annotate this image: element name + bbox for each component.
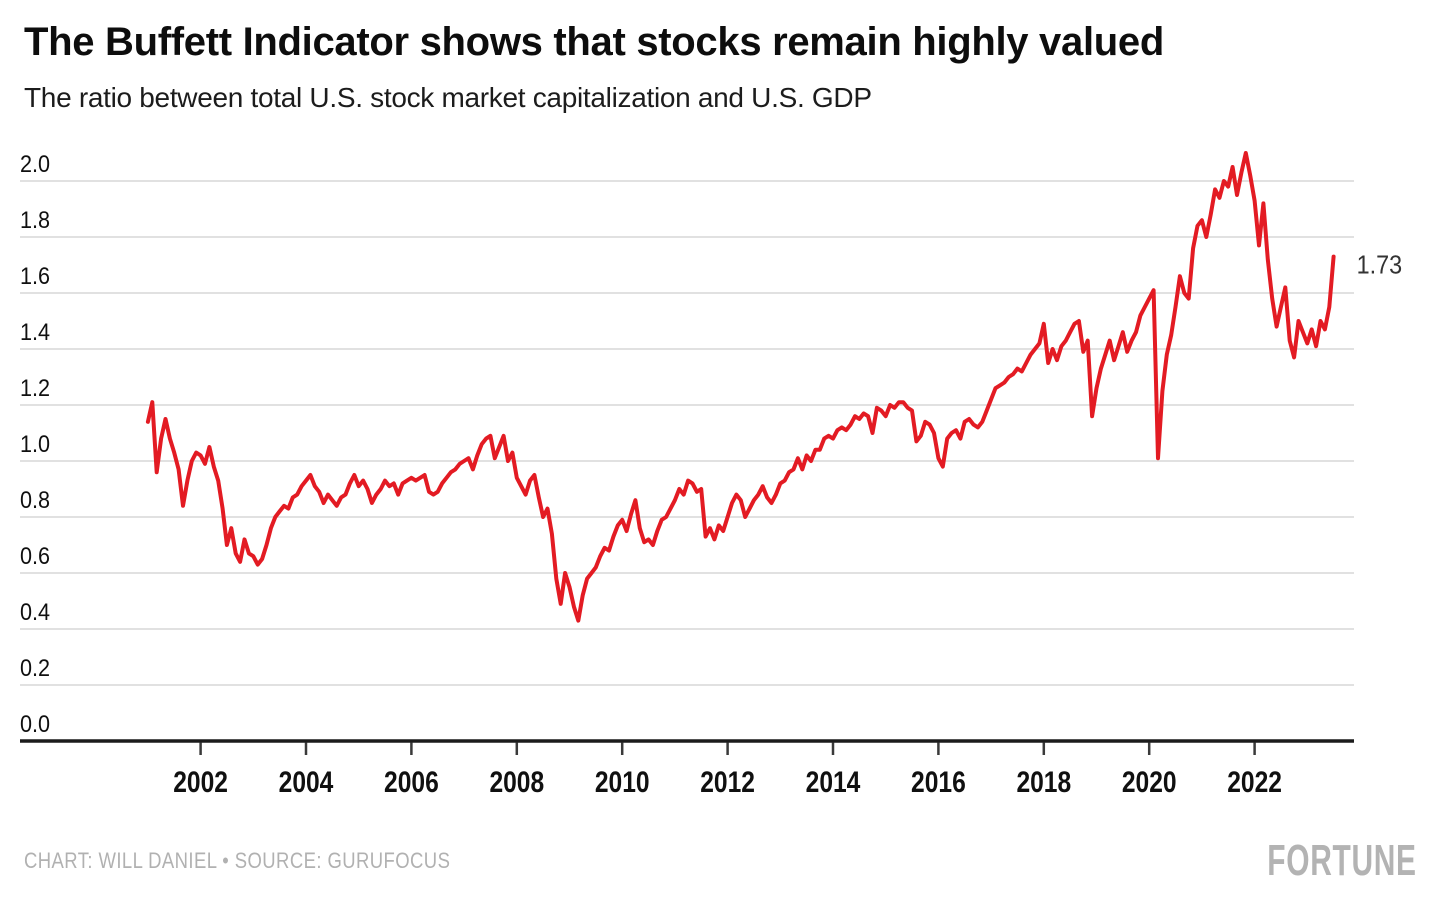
x-axis-tick-label: 2020 xyxy=(1122,765,1177,799)
y-axis-tick-label: 1.6 xyxy=(20,262,50,289)
x-axis-tick-label: 2014 xyxy=(806,765,861,799)
y-axis-tick-label: 0.4 xyxy=(20,598,50,625)
y-axis-tick-label: 1.0 xyxy=(20,430,50,457)
chart-subtitle: The ratio between total U.S. stock marke… xyxy=(24,82,872,113)
x-axis-tick-label: 2010 xyxy=(595,765,650,799)
x-axis-tick-label: 2018 xyxy=(1016,765,1071,799)
end-value-label: 1.73 xyxy=(1357,252,1403,280)
chart-credit: CHART: WILL DANIEL • SOURCE: GURUFOCUS xyxy=(24,848,451,873)
indicator-line xyxy=(145,151,1336,623)
x-axis-tick-label: 2022 xyxy=(1227,765,1282,799)
y-axis-tick-label: 0.0 xyxy=(20,710,50,737)
y-axis-tick-label: 1.2 xyxy=(20,374,50,401)
x-axis-tick-label: 2002 xyxy=(173,765,228,799)
chart-title: The Buffett Indicator shows that stocks … xyxy=(24,20,1164,64)
y-axis-tick-label: 1.8 xyxy=(20,206,50,233)
x-axis-tick-label: 2016 xyxy=(911,765,966,799)
x-axis-tick-label: 2004 xyxy=(279,765,334,799)
x-axis-tick-label: 2008 xyxy=(489,765,544,799)
y-axis-tick-label: 0.2 xyxy=(20,654,50,681)
y-axis-tick-label: 2.0 xyxy=(20,150,50,177)
y-axis-tick-label: 0.8 xyxy=(20,486,50,513)
fortune-logo: FORTUNE xyxy=(1267,836,1417,885)
x-axis-tick-label: 2012 xyxy=(700,765,755,799)
y-axis-tick-label: 0.6 xyxy=(20,542,50,569)
x-axis-tick-label: 2006 xyxy=(384,765,439,799)
y-axis-tick-label: 1.4 xyxy=(20,318,50,345)
